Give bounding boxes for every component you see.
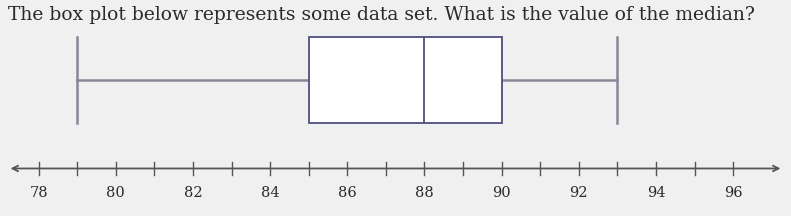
Text: 96: 96 [724,186,743,200]
Text: 82: 82 [184,186,202,200]
Bar [308,37,501,123]
Text: 80: 80 [106,186,125,200]
Text: 90: 90 [492,186,511,200]
Text: 88: 88 [415,186,433,200]
Text: 78: 78 [29,186,48,200]
Text: 92: 92 [570,186,588,200]
Text: 86: 86 [338,186,357,200]
Text: The box plot below represents some data set. What is the value of the median?: The box plot below represents some data … [8,6,755,24]
Text: 94: 94 [647,186,665,200]
Text: 84: 84 [261,186,279,200]
